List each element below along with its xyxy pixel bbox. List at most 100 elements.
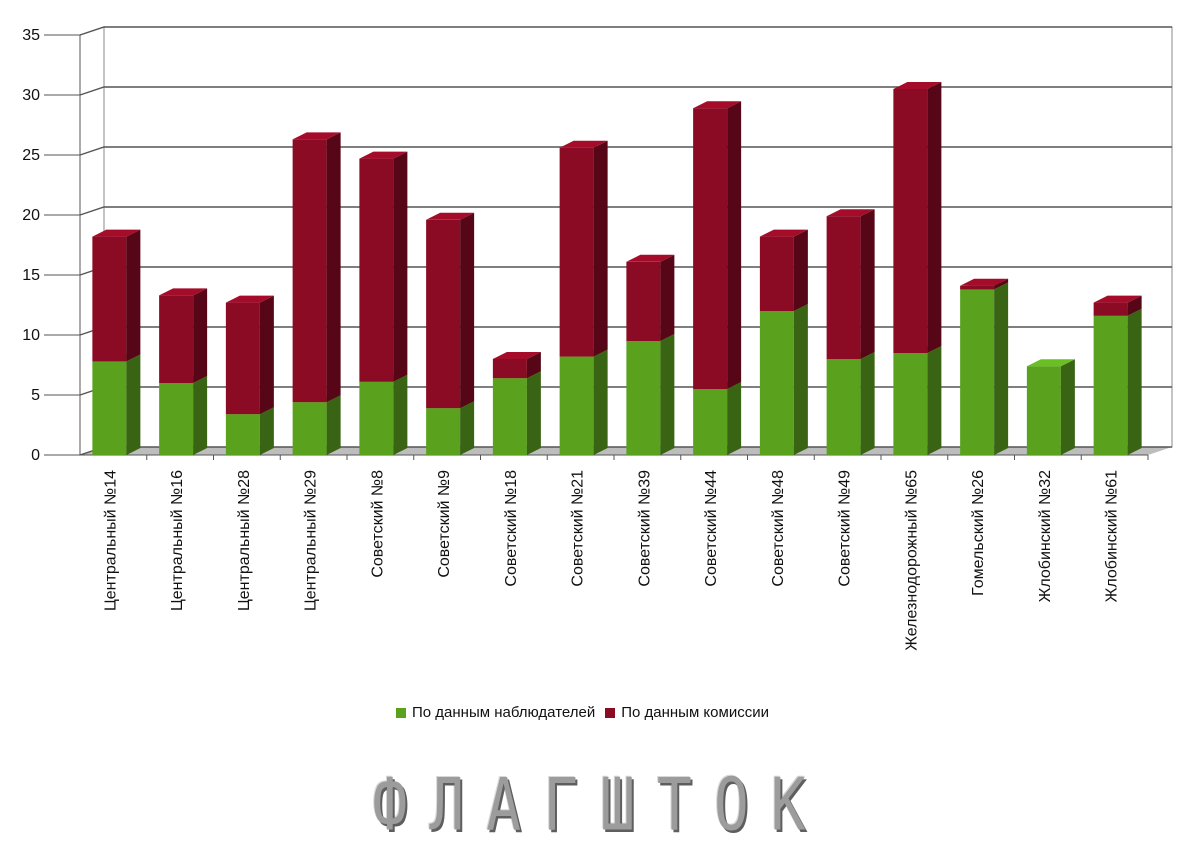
bar-side-0 [526, 371, 541, 455]
x-category-label: Советский №9 [436, 470, 453, 578]
legend-item-observers: По данным наблюдателей [396, 704, 595, 721]
bar-side-1 [126, 229, 141, 362]
bar-side-0 [793, 304, 808, 455]
bar-front-1 [292, 139, 327, 403]
y-tick-label: 15 [22, 267, 40, 284]
y-tick-label: 20 [22, 207, 40, 224]
bar-front-0 [92, 361, 127, 455]
bar-side-1 [994, 278, 1009, 290]
legend-item-commission: По данным комиссии [605, 704, 769, 721]
bar-front-0 [292, 402, 327, 455]
bar-front-0 [492, 378, 527, 455]
bar-side-1 [193, 288, 208, 383]
x-category-label: Советский №39 [636, 470, 653, 587]
legend: По данным наблюдателей По данным комисси… [396, 704, 769, 721]
bar-side-1 [593, 140, 608, 357]
x-category-label: Гомельский №26 [970, 470, 987, 596]
y-tick-label: 25 [22, 147, 40, 164]
x-category-label: Жлобинский №32 [1037, 470, 1054, 603]
bar-front-1 [693, 108, 728, 389]
legend-swatch-observers [396, 707, 406, 718]
bar-front-1 [1093, 302, 1128, 316]
bar-side-1 [927, 82, 942, 353]
watermark-logo: ФЛАГШТОК [372, 762, 828, 847]
bar-top-1 [159, 288, 208, 296]
bar-side-0 [393, 374, 408, 455]
bar-top-1 [1093, 295, 1142, 303]
bar-front-0 [693, 389, 728, 455]
bar-top-1 [693, 101, 742, 109]
bar-front-1 [426, 219, 461, 409]
bar-side-0 [860, 352, 875, 455]
bar-top-1 [492, 352, 541, 359]
bar-front-1 [492, 359, 527, 379]
bar-top-1 [559, 140, 608, 148]
bar-side-0 [1060, 359, 1075, 455]
bar-front-0 [826, 359, 861, 455]
bar-side-1 [526, 352, 541, 379]
bar-top-1 [426, 212, 475, 220]
bar-side-0 [593, 349, 608, 455]
bar-front-0 [225, 414, 260, 455]
x-category-label: Центральный №28 [236, 470, 253, 611]
bar-side-1 [860, 209, 875, 359]
bar-side-1 [793, 229, 808, 311]
bar-side-1 [460, 212, 475, 409]
bar-side-0 [193, 376, 208, 455]
bar-front-1 [826, 216, 861, 359]
y-tick-label: 30 [22, 87, 40, 104]
gridline [79, 146, 1172, 156]
bar-side-1 [727, 101, 742, 389]
bar-side-0 [727, 382, 742, 455]
bar-side-1 [393, 151, 408, 382]
bar-front-0 [893, 353, 928, 455]
bar-front-0 [159, 383, 194, 455]
gridline [79, 206, 1172, 216]
bar-side-1 [660, 254, 675, 341]
bar-front-1 [559, 147, 594, 357]
bar-top-1 [893, 82, 942, 89]
bar-front-1 [159, 295, 194, 383]
y-tick-label: 5 [31, 387, 40, 404]
y-tick-label: 10 [22, 327, 40, 344]
bar-front-0 [359, 381, 394, 455]
bar-front-1 [759, 236, 794, 311]
bar-side-0 [259, 407, 274, 455]
bar-front-1 [359, 158, 394, 382]
bar-top-0 [1026, 359, 1075, 367]
legend-swatch-commission [605, 707, 616, 718]
bar-front-1 [225, 302, 260, 415]
stacked-bar-chart: 0 5 10 15 20 25 30 35 Центральный №14 Центральный… [22, 26, 1173, 651]
x-category-label: Советский №21 [570, 470, 587, 587]
bar-side-0 [460, 401, 475, 455]
bar-front-1 [626, 261, 661, 341]
x-category-label: Советский №44 [703, 470, 720, 587]
bar-top-1 [759, 229, 808, 237]
bar-side-1 [259, 295, 274, 415]
bar-top-1 [826, 209, 875, 217]
bar-top-1 [92, 229, 141, 237]
legend-label-commission: По данным комиссии [621, 704, 769, 721]
y-tick-label: 35 [22, 27, 40, 44]
bar-side-1 [326, 132, 341, 403]
x-category-label: Советский №49 [837, 470, 854, 587]
bar-top-1 [225, 295, 274, 303]
x-category-label: Центральный №16 [169, 470, 186, 611]
bar-front-0 [426, 408, 461, 455]
bar-front-1 [960, 285, 995, 290]
bar-top-1 [626, 254, 675, 262]
y-tick-label: 0 [31, 447, 40, 464]
x-category-label: Железнодорожный №65 [903, 470, 920, 651]
bar-side-0 [927, 346, 942, 455]
bar-top-1 [292, 132, 341, 140]
bar-top-1 [359, 151, 408, 159]
bar-side-0 [660, 334, 675, 455]
bar-side-0 [326, 395, 341, 455]
bar-front-1 [92, 236, 127, 362]
legend-label-observers: По данным наблюдателей [412, 704, 596, 721]
bar-front-0 [1093, 315, 1128, 455]
bar-top-1 [960, 278, 1009, 286]
bar-front-0 [960, 289, 995, 455]
bar-front-1 [893, 89, 928, 353]
bar-front-0 [759, 311, 794, 455]
